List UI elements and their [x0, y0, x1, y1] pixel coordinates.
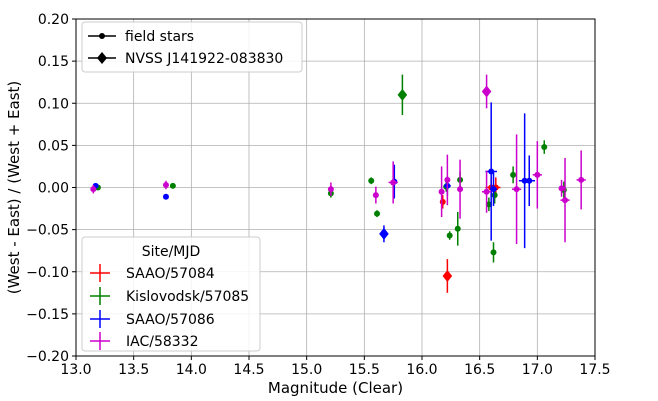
- field-star-point: [90, 186, 97, 193]
- field-star-point: [374, 210, 381, 217]
- field-star-point: [368, 177, 375, 184]
- axis-ticks: 13.0 13.5 14.0 14.5 15.0 15.5 16.0 16.5 17.0 17.5…: [26, 12, 610, 378]
- field-star-point: [485, 201, 492, 208]
- field-star-point: [534, 171, 541, 178]
- y-tick-label: −0.10: [26, 265, 69, 281]
- target-point: [379, 227, 389, 240]
- marker-legend: field stars NVSS J141922-083830: [81, 21, 303, 73]
- field-star-point: [483, 188, 490, 195]
- y-tick-label: −0.05: [26, 223, 69, 239]
- field-star-point: [562, 197, 569, 204]
- site-legend-title: Site/MJD: [142, 244, 201, 260]
- field-star-point: [490, 249, 497, 256]
- legend-target-marker: [97, 52, 107, 64]
- site-legend-box: [81, 236, 261, 352]
- x-tick-label: 17.5: [579, 362, 610, 378]
- field-star-point: [372, 192, 379, 199]
- legend-site-saao-57084: SAAO/57084: [90, 264, 215, 282]
- y-tick-label: 0.05: [38, 138, 69, 154]
- legend-site-label: Kislovodsk/57085: [126, 289, 249, 305]
- y-tick-label: 0.15: [38, 54, 69, 70]
- legend-site-iac-58332: IAC/58332: [90, 332, 199, 350]
- site-legend: Site/MJD SAAO/57084 Kislovodsk/57085 SAA…: [81, 236, 261, 352]
- legend-target-label: NVSS J141922-083830: [125, 51, 283, 67]
- y-tick-label: −0.15: [26, 307, 69, 323]
- data-points: [90, 74, 586, 293]
- y-tick-label: 0.20: [38, 12, 69, 28]
- field-star-point: [169, 182, 176, 189]
- y-tick-label: 0.00: [38, 181, 69, 197]
- x-tick-label: 16.5: [464, 362, 495, 378]
- field-star-point: [558, 185, 565, 192]
- field-star-point: [438, 188, 445, 195]
- x-tick-label: 13.5: [118, 362, 149, 378]
- x-tick-label: 16.0: [406, 362, 437, 378]
- field-star-point: [439, 198, 446, 205]
- field-star-point: [541, 144, 548, 151]
- field-star-point: [162, 193, 169, 200]
- x-axis-label: Magnitude (Clear): [268, 379, 403, 397]
- field-star-point: [490, 186, 497, 193]
- legend-site-label: IAC/58332: [126, 334, 199, 350]
- field-star-point: [162, 181, 169, 188]
- field-star-point: [488, 168, 495, 175]
- field-star-point: [510, 171, 517, 178]
- target-point: [442, 269, 453, 282]
- field-star-point: [390, 179, 397, 186]
- marker-legend-box: [81, 21, 303, 73]
- legend-site-label: SAAO/57084: [126, 266, 215, 282]
- field-star-point: [491, 192, 498, 199]
- legend-field-stars-label: field stars: [125, 29, 194, 45]
- y-tick-label: 0.10: [38, 96, 69, 112]
- legend-site-label: SAAO/57086: [126, 312, 215, 328]
- x-tick-label: 15.0: [291, 362, 322, 378]
- x-tick-label: 14.0: [176, 362, 207, 378]
- field-star-point: [513, 186, 520, 193]
- field-star-point: [327, 186, 334, 193]
- target-point: [481, 85, 492, 98]
- legend-field-stars-marker: [99, 33, 105, 39]
- target-point: [397, 88, 408, 101]
- y-axis-label: (West - East) / (West + East): [5, 81, 23, 295]
- field-star-point: [457, 186, 464, 193]
- legend-site-saao-57086: SAAO/57086: [90, 310, 215, 328]
- x-tick-label: 14.5: [233, 362, 264, 378]
- x-tick-label: 15.5: [349, 362, 380, 378]
- y-tick-label: −0.20: [26, 349, 69, 365]
- series-iac-58332: [90, 74, 586, 244]
- field-star-point: [526, 177, 533, 184]
- x-tick-label: 13.0: [60, 362, 91, 378]
- field-star-point: [444, 176, 451, 183]
- field-star-point: [578, 176, 585, 183]
- field-star-point: [446, 232, 453, 239]
- x-tick-label: 17.0: [522, 362, 553, 378]
- field-star-point: [454, 225, 461, 232]
- legend-site-kislovodsk-57085: Kislovodsk/57085: [90, 287, 249, 305]
